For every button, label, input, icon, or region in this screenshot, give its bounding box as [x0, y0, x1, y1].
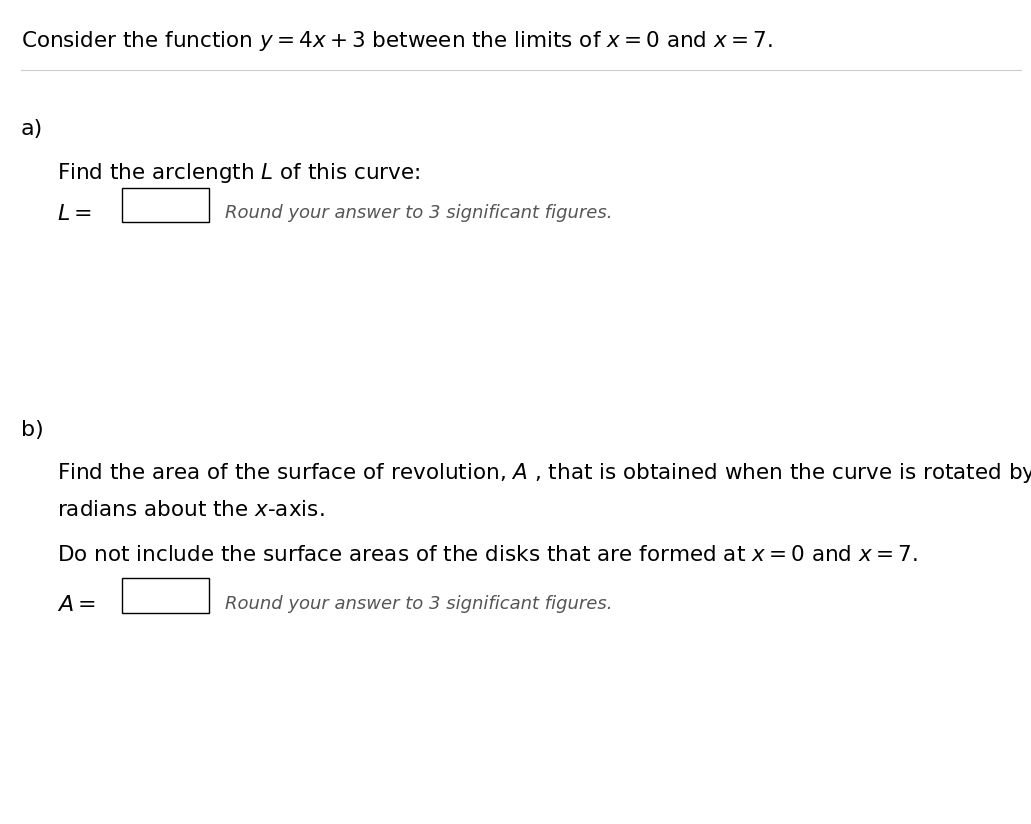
Text: $A =$: $A =$	[57, 595, 96, 615]
Text: Round your answer to 3 significant figures.: Round your answer to 3 significant figur…	[225, 204, 612, 222]
Text: Find the arclength $L$ of this curve:: Find the arclength $L$ of this curve:	[57, 161, 420, 185]
Text: Find the area of the surface of revolution, $A$ , that is obtained when the curv: Find the area of the surface of revoluti…	[57, 461, 1031, 485]
Text: Do not include the surface areas of the disks that are formed at $x = 0$ and $x : Do not include the surface areas of the …	[57, 545, 918, 565]
Text: a): a)	[21, 119, 43, 139]
Text: Round your answer to 3 significant figures.: Round your answer to 3 significant figur…	[225, 595, 612, 613]
FancyBboxPatch shape	[122, 578, 209, 613]
FancyBboxPatch shape	[122, 188, 209, 222]
Text: $L =$: $L =$	[57, 204, 92, 224]
Text: Consider the function $y = 4x + 3$ between the limits of $x = 0$ and $x = 7$.: Consider the function $y = 4x + 3$ betwe…	[21, 29, 772, 53]
Text: radians about the $x$-axis.: radians about the $x$-axis.	[57, 500, 324, 520]
Text: b): b)	[21, 420, 43, 440]
